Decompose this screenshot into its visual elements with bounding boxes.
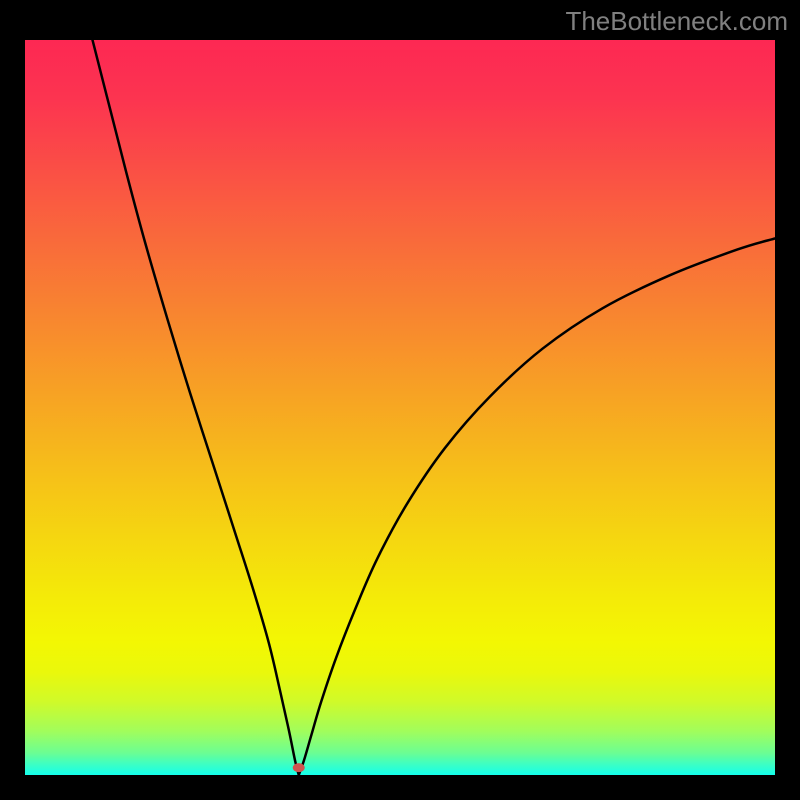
watermark-text: TheBottleneck.com [565,6,788,37]
chart-svg [25,40,775,775]
chart-background [25,40,775,775]
bottleneck-chart [25,40,775,775]
minimum-marker [293,763,305,772]
